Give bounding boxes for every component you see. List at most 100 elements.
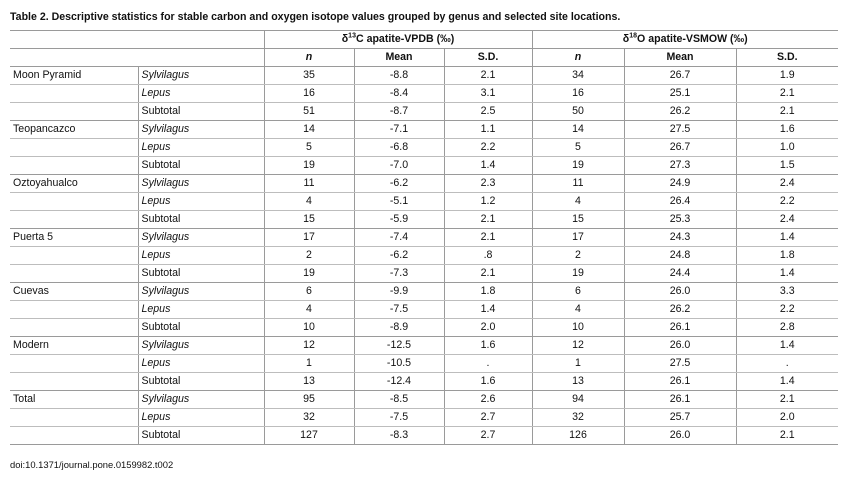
- carbon-mean-cell: -6.8: [353, 138, 444, 157]
- oxygen-n-cell: 15: [531, 210, 624, 229]
- oxygen-n-cell: 12: [531, 336, 624, 355]
- oxygen-mean-cell: 26.7: [623, 66, 736, 85]
- col-mean-carbon: Mean: [353, 48, 444, 67]
- carbon-mean-cell: -5.1: [353, 192, 444, 211]
- carbon-n-cell: 19: [263, 156, 354, 175]
- oxygen-n-cell: 1: [531, 354, 624, 373]
- table-row: Subtotal 19 -7.3 2.1 19 24.4 1.4: [10, 264, 838, 283]
- carbon-mean-cell: -7.3: [353, 264, 444, 283]
- carbon-n-cell: 19: [263, 264, 354, 283]
- oxygen-mean-cell: 24.3: [623, 228, 736, 247]
- oxygen-mean-cell: 26.1: [623, 372, 736, 391]
- oxygen-mean-cell: 27.3: [623, 156, 736, 175]
- carbon-sd-cell: 1.1: [443, 120, 532, 139]
- oxygen-superscript: 18: [629, 32, 638, 40]
- oxygen-n-cell: 13: [531, 372, 624, 391]
- table-row: Subtotal 19 -7.0 1.4 19 27.3 1.5: [10, 156, 838, 175]
- carbon-n-cell: 32: [263, 408, 354, 427]
- carbon-n-cell: 2: [263, 246, 354, 265]
- oxygen-sd-cell: 2.4: [735, 174, 838, 193]
- genus-cell: Sylvilagus: [137, 120, 264, 139]
- carbon-sd-cell: 2.7: [443, 426, 532, 445]
- site-cell: [10, 300, 138, 319]
- header-row-columns: n Mean S.D. n Mean S.D.: [10, 48, 838, 67]
- carbon-n-cell: 15: [263, 210, 354, 229]
- site-cell: [10, 354, 138, 373]
- stats-table: δ13C apatite-VPDB (‰) δ18O apatite-VSMOW…: [10, 30, 838, 445]
- carbon-n-cell: 95: [263, 390, 354, 409]
- table-row: Oztoyahualco Sylvilagus 11 -6.2 2.3 11 24.9 2.4: [10, 174, 838, 193]
- oxygen-sd-cell: 1.6: [735, 120, 838, 139]
- site-cell: Total: [10, 390, 138, 409]
- oxygen-delta: δ: [622, 33, 630, 45]
- table-row: Subtotal 127 -8.3 2.7 126 26.0 2.1: [10, 426, 838, 445]
- table-row: Lepus 1 -10.5. 1 27.5.: [10, 354, 838, 373]
- oxygen-sd-cell: 2.1: [735, 84, 838, 103]
- table-row: Moon Pyramid Sylvilagus 35 -8.8 2.1 34 26.7 1.9: [10, 66, 838, 85]
- genus-cell: Subtotal: [137, 264, 264, 283]
- oxygen-sd-cell: 1.0: [735, 138, 838, 157]
- oxygen-sd-cell: 2.4: [735, 210, 838, 229]
- oxygen-mean-cell: 25.3: [623, 210, 736, 229]
- table-row: Lepus 2 -6.2.8 2 24.8 1.8: [10, 246, 838, 265]
- carbon-mean-cell: -7.5: [353, 408, 444, 427]
- site-cell: Modern: [10, 336, 138, 355]
- oxygen-sd-cell: 2.2: [735, 192, 838, 211]
- carbon-sd-cell: 2.1: [443, 264, 532, 283]
- carbon-mean-cell: -7.4: [353, 228, 444, 247]
- oxygen-mean-cell: 24.9: [623, 174, 736, 193]
- carbon-sd-cell: 1.4: [443, 300, 532, 319]
- oxygen-sd-cell: .: [735, 354, 838, 373]
- oxygen-sd-cell: 1.4: [735, 228, 838, 247]
- table-row: Subtotal 13 -12.4 1.6 13 26.1 1.4: [10, 372, 838, 391]
- carbon-sd-cell: 2.3: [443, 174, 532, 193]
- carbon-mean-cell: -7.5: [353, 300, 444, 319]
- oxygen-sd-cell: 2.1: [735, 390, 838, 409]
- genus-cell: Lepus: [137, 84, 264, 103]
- table-row: Lepus 32 -7.5 2.7 32 25.7 2.0: [10, 408, 838, 427]
- oxygen-mean-cell: 26.7: [623, 138, 736, 157]
- genus-cell: Lepus: [137, 300, 264, 319]
- oxygen-n-cell: 50: [531, 102, 624, 121]
- genus-cell: Lepus: [137, 138, 264, 157]
- oxygen-sd-cell: 3.3: [735, 282, 838, 301]
- carbon-sd-cell: 2.7: [443, 408, 532, 427]
- oxygen-mean-cell: 26.0: [623, 426, 736, 445]
- site-cell: Oztoyahualco: [10, 174, 138, 193]
- oxygen-sd-cell: 2.0: [735, 408, 838, 427]
- oxygen-n-cell: 94: [531, 390, 624, 409]
- table-row: Cuevas Sylvilagus 6 -9.9 1.8 6 26.0 3.3: [10, 282, 838, 301]
- site-cell: [10, 318, 138, 337]
- table-row: Lepus 5 -6.8 2.2 5 26.7 1.0: [10, 138, 838, 157]
- oxygen-n-cell: 126: [531, 426, 624, 445]
- genus-cell: Lepus: [137, 246, 264, 265]
- carbon-sd-cell: .8: [443, 246, 532, 265]
- genus-cell: Subtotal: [137, 102, 264, 121]
- oxygen-sd-cell: 2.1: [735, 426, 838, 445]
- carbon-n-cell: 16: [263, 84, 354, 103]
- carbon-sd-cell: 1.2: [443, 192, 532, 211]
- carbon-n-cell: 12: [263, 336, 354, 355]
- table-row: Subtotal 15 -5.9 2.1 15 25.3 2.4: [10, 210, 838, 229]
- oxygen-mean-cell: 25.1: [623, 84, 736, 103]
- carbon-sd-cell: .: [443, 354, 532, 373]
- oxygen-sd-cell: 1.4: [735, 336, 838, 355]
- site-cell: [10, 426, 138, 445]
- carbon-n-cell: 51: [263, 102, 354, 121]
- carbon-mean-cell: -9.9: [353, 282, 444, 301]
- carbon-sd-cell: 1.6: [443, 372, 532, 391]
- genus-cell: Sylvilagus: [137, 336, 264, 355]
- genus-cell: Sylvilagus: [137, 66, 264, 85]
- carbon-n-cell: 11: [263, 174, 354, 193]
- oxygen-sd-cell: 2.1: [735, 102, 838, 121]
- carbon-superscript: 13: [348, 32, 356, 40]
- carbon-mean-cell: -10.5: [353, 354, 444, 373]
- site-cell: Cuevas: [10, 282, 138, 301]
- oxygen-n-cell: 32: [531, 408, 624, 427]
- table-row: Lepus 16 -8.4 3.1 16 25.1 2.1: [10, 84, 838, 103]
- carbon-mean-cell: -7.0: [353, 156, 444, 175]
- carbon-group-header: δ13C apatite-VPDB (‰): [263, 30, 532, 49]
- table-caption: Table 2. Descriptive statistics for stab…: [10, 11, 621, 23]
- oxygen-mean-cell: 26.2: [623, 102, 736, 121]
- oxygen-mean-cell: 26.0: [623, 336, 736, 355]
